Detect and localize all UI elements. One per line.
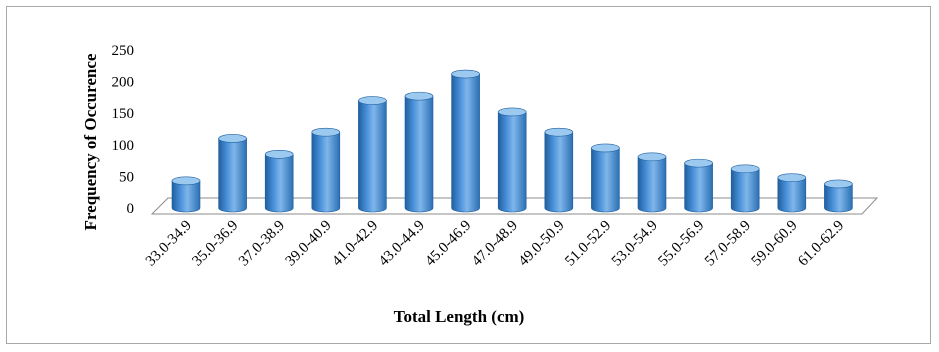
bar [264, 149, 294, 213]
x-tick-label: 41.0-42.9 [329, 218, 381, 270]
x-tick-label: 53.0-54.9 [609, 218, 661, 270]
y-tick-label: 100 [112, 138, 135, 154]
bar-top [497, 107, 527, 117]
bar-body [264, 153, 294, 213]
bar-top [684, 158, 713, 168]
bar [311, 127, 341, 213]
bar-top [824, 179, 853, 189]
bar-top [591, 143, 620, 153]
x-tick-label: 45.0-46.9 [422, 218, 474, 270]
bar-body [591, 147, 620, 213]
bar-body [684, 162, 713, 213]
bar-body [497, 111, 527, 213]
bar-body [637, 156, 667, 213]
bar-body [544, 131, 574, 213]
bar [497, 107, 527, 213]
bar [358, 96, 387, 213]
x-tick-label: 33.0-34.9 [143, 218, 195, 270]
x-tick-label: 55.0-56.9 [655, 218, 707, 270]
y-axis-ticks: 0 50 100 150 200 250 [112, 43, 135, 217]
y-tick-label: 50 [119, 169, 134, 185]
x-tick-label: 59.0-60.9 [749, 218, 801, 270]
bar-top [777, 173, 807, 182]
x-axis-title: Total Length (cm) [394, 307, 525, 326]
x-tick-label: 57.0-58.9 [702, 218, 754, 270]
bar-top [637, 152, 667, 162]
bar [684, 158, 713, 213]
bar-body [777, 177, 807, 213]
x-tick-label: 61.0-62.9 [795, 218, 847, 270]
bar [171, 176, 201, 213]
bar-top [730, 164, 760, 174]
y-tick-label: 250 [112, 43, 135, 59]
bar-top [358, 96, 387, 105]
bar-body [404, 95, 434, 213]
bar-body [311, 131, 341, 213]
bar-top [544, 127, 574, 137]
y-tick-label: 150 [112, 106, 135, 122]
bar [591, 143, 620, 213]
x-tick-label: 35.0-36.9 [189, 218, 241, 270]
bars-group [171, 69, 853, 213]
bar-body [171, 180, 201, 213]
x-tick-label: 49.0-50.9 [516, 218, 568, 270]
bar-top [218, 134, 247, 143]
x-tick-label: 39.0-40.9 [283, 218, 335, 270]
bar [637, 152, 667, 213]
bar-top [451, 69, 480, 79]
bar-body [824, 183, 853, 213]
bar [777, 173, 807, 213]
bar-body [451, 73, 480, 213]
y-tick-label: 200 [112, 75, 135, 91]
bar [404, 91, 434, 213]
y-tick-label: 0 [127, 201, 135, 217]
bar [544, 127, 574, 213]
x-axis-ticks: 33.0-34.935.0-36.937.0-38.939.0-40.941.0… [143, 218, 847, 270]
x-tick-label: 37.0-38.9 [236, 218, 288, 270]
bar-body [218, 138, 247, 213]
bar [824, 179, 853, 213]
x-tick-label: 47.0-48.9 [469, 218, 521, 270]
bar [451, 69, 480, 213]
bar-top [171, 176, 201, 186]
x-tick-label: 51.0-52.9 [562, 218, 614, 270]
bar-body [358, 100, 387, 213]
bar [218, 134, 247, 213]
x-tick-label: 43.0-44.9 [376, 218, 428, 270]
bar-top [311, 127, 341, 137]
bar-top [264, 149, 294, 159]
bar-top [404, 91, 434, 101]
bar [730, 164, 760, 213]
bar-body [730, 168, 760, 213]
y-axis-title: Frequency of Occurence [81, 53, 100, 230]
